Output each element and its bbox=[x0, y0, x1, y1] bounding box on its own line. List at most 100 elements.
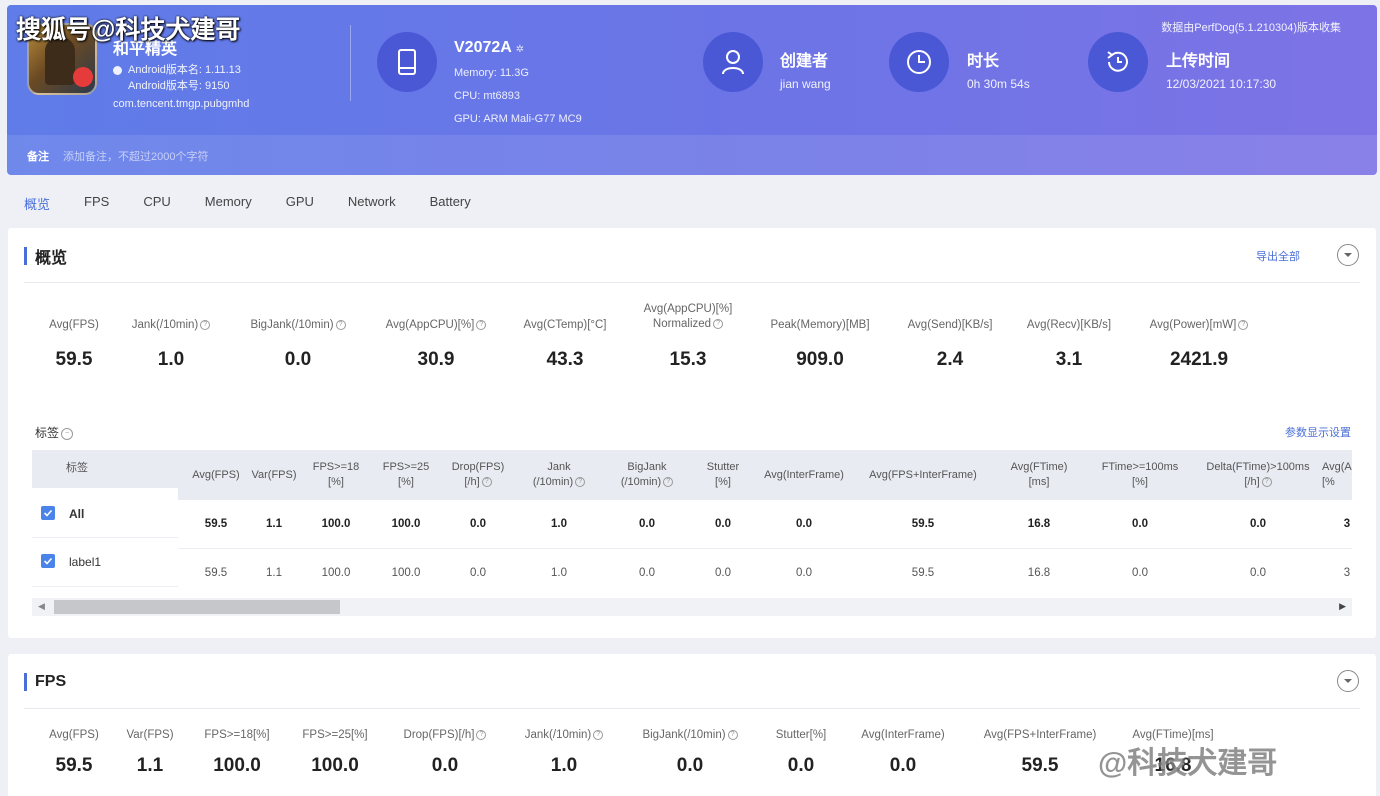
table-row: 59.5 1.1 100.0 100.0 0.0 1.0 0.0 0.0 0.0… bbox=[32, 500, 1352, 549]
device-settings-icon[interactable]: ✲ bbox=[515, 44, 525, 55]
question-icon[interactable]: ? bbox=[476, 729, 487, 740]
metric-value: 1.1 bbox=[136, 755, 164, 776]
metric-label-line2: Normalized? bbox=[623, 317, 753, 332]
metric-label: FPS>=25[%] bbox=[302, 729, 368, 741]
question-icon[interactable]: ? bbox=[727, 729, 738, 740]
fps-metric: Stutter[%] 0.0 bbox=[756, 728, 846, 777]
th-line1: Stutter bbox=[706, 461, 740, 473]
checkbox-label1[interactable] bbox=[41, 554, 55, 568]
tab-cpu[interactable]: CPU bbox=[143, 194, 171, 209]
collapse-labels-icon[interactable]: − bbox=[61, 427, 74, 440]
th-line2-text: (/10min) bbox=[620, 476, 662, 488]
th-line1: Jank bbox=[547, 461, 571, 473]
table-cell: 0.0 bbox=[796, 518, 812, 530]
table-header-label: 标签 bbox=[66, 462, 88, 474]
scroll-right-icon[interactable]: ▶ bbox=[1339, 601, 1346, 611]
device-gpu: GPU: ARM Mali-G77 MC9 bbox=[454, 113, 582, 125]
th-line2-text: (/10min) bbox=[532, 476, 574, 488]
app-package-name: com.tencent.tmgp.pubgmhd bbox=[113, 98, 250, 110]
question-icon[interactable]: ? bbox=[335, 319, 346, 330]
fps-metric: FPS>=25[%] 100.0 bbox=[285, 728, 385, 777]
table-cell: 100.0 bbox=[391, 518, 421, 530]
th-line2: [%] bbox=[328, 476, 344, 488]
metric-avg-send: Avg(Send)[KB/s] 2.4 bbox=[890, 318, 1010, 371]
metric-value: 100.0 bbox=[213, 755, 261, 776]
labels-table: 标签 Avg(FPS) Var(FPS) FPS>=18 [%] FPS>=25 [… bbox=[32, 450, 1352, 588]
table-header-cell: Avg(InterFrame) bbox=[764, 469, 844, 481]
table-header-cell: Drop(FPS) [/h]? bbox=[446, 460, 510, 490]
metric-avg-ctemp: Avg(CTemp)[°C] 43.3 bbox=[505, 318, 625, 371]
table-header-cell: Jank (/10min)? bbox=[520, 460, 598, 490]
metric-label: Jank(/10min)? bbox=[116, 318, 226, 333]
th-line2: (/10min)? bbox=[606, 475, 688, 490]
tab-overview[interactable]: 概览 bbox=[24, 197, 51, 212]
fps-metric: Drop(FPS)[/h]? 0.0 bbox=[387, 728, 503, 777]
metric-value: 0.0 bbox=[787, 755, 815, 776]
history-icon bbox=[1088, 32, 1148, 92]
metric-value: 0.0 bbox=[431, 755, 459, 776]
fps-collapse-button[interactable] bbox=[1337, 670, 1359, 692]
export-all-link[interactable]: 导出全部 bbox=[1256, 251, 1300, 263]
fps-metric: BigJank(/10min)? 0.0 bbox=[622, 728, 758, 777]
checkbox-all[interactable] bbox=[41, 506, 55, 520]
metric-value: 59.5 bbox=[55, 755, 93, 776]
fps-metric: Avg(FTime)[ms] 16.8 bbox=[1118, 728, 1228, 777]
metric-value: 3.1 bbox=[1055, 349, 1083, 370]
metric-value: 1.0 bbox=[550, 755, 578, 776]
question-icon[interactable]: ? bbox=[1261, 477, 1272, 488]
scroll-left-icon[interactable]: ◀ bbox=[38, 601, 45, 611]
fps-metric: Avg(FPS) 59.5 bbox=[24, 728, 124, 777]
table-cell: 1.0 bbox=[551, 518, 567, 530]
question-icon[interactable]: ? bbox=[713, 318, 724, 329]
tab-network[interactable]: Network bbox=[347, 194, 396, 209]
section-accent-bar bbox=[24, 247, 27, 265]
metric-value: 2.4 bbox=[936, 349, 964, 370]
th-line2: [ms] bbox=[1028, 476, 1050, 488]
metric-label: Avg(FPS) bbox=[49, 729, 99, 741]
th-line2-text: [/h] bbox=[464, 476, 480, 488]
creator-title: 创建者 bbox=[780, 53, 829, 70]
metric-avg-recv: Avg(Recv)[KB/s] 3.1 bbox=[1009, 318, 1129, 371]
metric-label-text: Jank(/10min) bbox=[524, 729, 592, 741]
table-cell: 3 bbox=[1343, 567, 1351, 579]
note-bar bbox=[7, 135, 1377, 175]
table-row-label-label1: label1 bbox=[32, 538, 178, 587]
note-input[interactable]: 添加备注，不超过2000个字符 bbox=[63, 151, 209, 163]
table-header-cell: FTime>=100ms [%] bbox=[1090, 460, 1190, 490]
question-icon[interactable]: ? bbox=[200, 319, 211, 330]
table-horizontal-scrollbar[interactable]: ◀ ▶ bbox=[32, 598, 1352, 616]
tab-battery[interactable]: Battery bbox=[429, 194, 471, 209]
question-icon[interactable]: ? bbox=[593, 729, 604, 740]
app-title: 和平精英 bbox=[113, 41, 178, 58]
metric-value: 1.0 bbox=[157, 349, 185, 370]
th-line1: Drop(FPS) bbox=[451, 461, 505, 473]
th-line2-text: [/h] bbox=[1244, 476, 1260, 488]
metric-label: BigJank(/10min)? bbox=[622, 728, 758, 743]
tab-memory[interactable]: Memory bbox=[204, 194, 252, 209]
duration-title: 时长 bbox=[967, 53, 1000, 70]
question-icon[interactable]: ? bbox=[1238, 319, 1249, 330]
metric-value: 0.0 bbox=[889, 755, 917, 776]
question-icon[interactable]: ? bbox=[575, 477, 586, 488]
question-icon[interactable]: ? bbox=[663, 477, 674, 488]
metric-label: Var(FPS) bbox=[126, 729, 174, 741]
device-cpu: CPU: mt6893 bbox=[454, 90, 521, 102]
metric-value: 100.0 bbox=[311, 755, 359, 776]
overview-collapse-button[interactable] bbox=[1337, 244, 1359, 266]
table-cell: 59.5 bbox=[204, 518, 228, 530]
metric-bigjank: BigJank(/10min)? 0.0 bbox=[233, 318, 363, 371]
table-cell: 0.0 bbox=[796, 567, 812, 579]
tab-gpu[interactable]: GPU bbox=[285, 194, 314, 209]
table-cell: 0.0 bbox=[639, 567, 655, 579]
metric-value: 0.0 bbox=[284, 349, 312, 370]
tab-fps[interactable]: FPS bbox=[84, 194, 110, 209]
th-line1: Avg(FTime) bbox=[1010, 461, 1068, 473]
question-icon[interactable]: ? bbox=[481, 477, 492, 488]
metric-value: 16.8 bbox=[1154, 755, 1192, 776]
param-display-settings-link[interactable]: 参数显示设置 bbox=[1285, 427, 1351, 439]
scrollbar-thumb[interactable] bbox=[54, 600, 340, 614]
question-icon[interactable]: ? bbox=[476, 319, 487, 330]
metric-value: 0.0 bbox=[676, 755, 704, 776]
table-cell: 0.0 bbox=[639, 518, 655, 530]
overview-card: 概览 导出全部 Avg(FPS) 59.5 Jank(/10min)? 1.0 … bbox=[8, 228, 1376, 638]
